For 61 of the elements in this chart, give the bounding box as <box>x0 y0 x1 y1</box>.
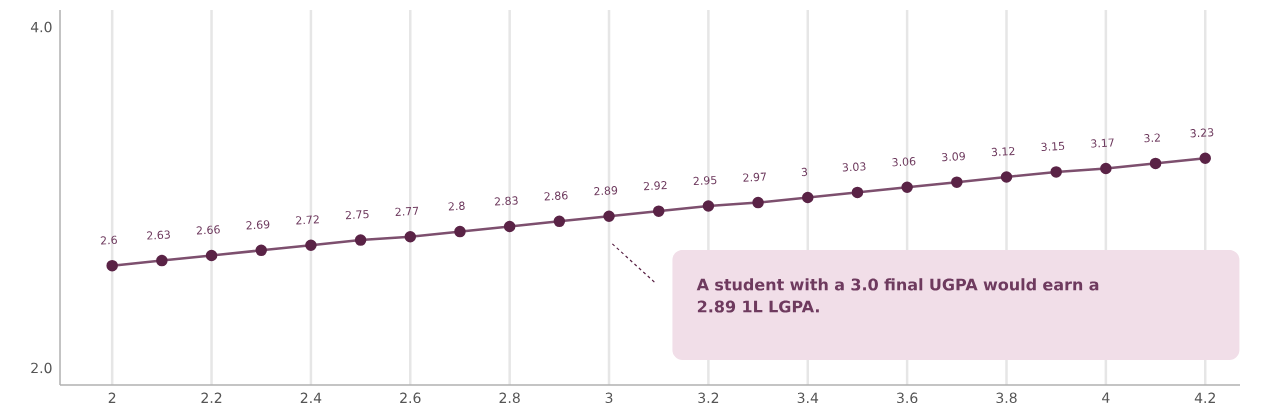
data-label: 2.77 <box>395 206 419 216</box>
data-label: 2.97 <box>743 172 766 182</box>
x-tick-label: 2.4 <box>300 392 322 403</box>
x-tick-label: 2.8 <box>499 392 520 404</box>
point <box>652 205 665 217</box>
point <box>404 230 417 243</box>
point <box>901 181 913 194</box>
x-tick-label: 3.6 <box>897 392 918 404</box>
data-label: 2.75 <box>345 210 369 220</box>
point <box>205 249 218 262</box>
point <box>553 215 566 228</box>
data-label: 3.17 <box>1091 138 1114 148</box>
point <box>752 196 764 209</box>
point <box>106 259 118 272</box>
x-tick-label: 2.6 <box>400 392 421 404</box>
data-label: 2.95 <box>693 175 717 186</box>
data-label: 2.63 <box>146 230 170 240</box>
x-tick-label: 3.8 <box>996 392 1017 404</box>
point <box>1149 157 1162 170</box>
data-label: 2.89 <box>594 186 618 196</box>
point <box>156 254 168 267</box>
data-label: 3.09 <box>942 152 965 162</box>
point <box>1199 152 1211 165</box>
data-label: 3.06 <box>892 157 916 167</box>
point <box>255 244 267 257</box>
point <box>851 186 864 199</box>
annotation: A student with a 3.0 final UGPA would earn a 2.89 1L LGPA. <box>696 278 1099 313</box>
point <box>1050 166 1062 178</box>
point <box>1000 171 1013 183</box>
point <box>951 176 963 188</box>
point <box>503 220 516 233</box>
data-label: 3.15 <box>1041 141 1065 152</box>
x-tick-label: 4.2 <box>1194 392 1215 403</box>
point <box>1100 162 1112 175</box>
y-tick-label: 2.0 <box>31 362 52 374</box>
x-tick-label: 3.4 <box>797 392 819 404</box>
x-tick-label: 2.2 <box>201 392 222 403</box>
y-tick-label: 4.0 <box>30 21 52 33</box>
data-label: 2.8 <box>448 201 465 211</box>
data-label: 2.92 <box>643 181 667 191</box>
data-label: 3.12 <box>991 146 1015 157</box>
point <box>603 210 615 222</box>
x-tick-label: 2 <box>108 392 116 403</box>
data-label: 3 <box>801 167 808 177</box>
data-label: 2.86 <box>544 191 568 201</box>
data-label: 2.83 <box>494 196 518 206</box>
data-label: 2.6 <box>100 235 117 245</box>
point <box>802 191 814 204</box>
data-label: 3.23 <box>1190 128 1214 138</box>
x-tick-label: 3.2 <box>698 392 719 404</box>
point <box>702 200 715 212</box>
data-label: 3.2 <box>1144 133 1161 143</box>
x-tick-label: 4 <box>1102 392 1110 403</box>
x-tick-label: 3 <box>605 392 613 404</box>
point <box>454 225 466 238</box>
point <box>305 239 317 251</box>
data-label: 3.03 <box>842 162 866 172</box>
data-label: 2.72 <box>296 215 319 225</box>
data-label: 2.66 <box>196 225 220 235</box>
data-label: 2.69 <box>246 220 270 230</box>
point <box>354 234 367 246</box>
